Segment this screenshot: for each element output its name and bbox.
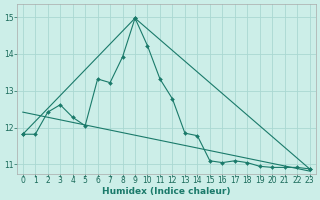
X-axis label: Humidex (Indice chaleur): Humidex (Indice chaleur) bbox=[102, 187, 230, 196]
